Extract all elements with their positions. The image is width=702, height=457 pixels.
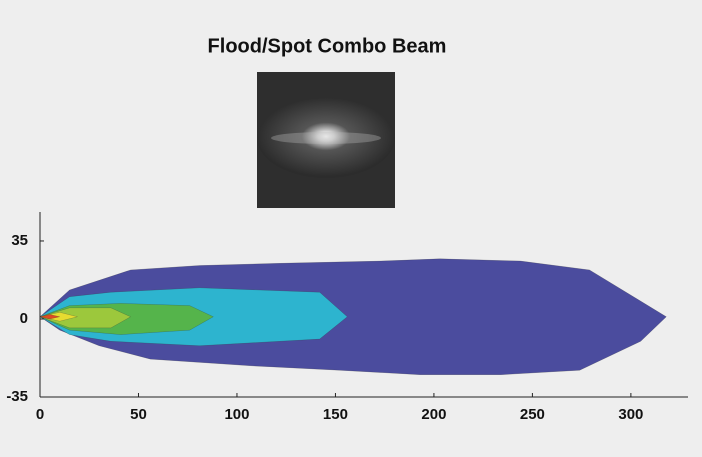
y-tick-label: 35 [11,232,28,249]
x-tick-label: 200 [421,406,446,423]
x-tick-label: 0 [36,406,44,423]
y-tick-label: 0 [20,310,28,327]
contour-region [39,314,60,320]
y-tick-label: -35 [6,388,28,405]
x-tick-label: 50 [130,406,147,423]
beam-photo [257,72,395,208]
x-tick-label: 300 [618,406,643,423]
x-tick-label: 250 [520,406,545,423]
x-tick-label: 100 [224,406,249,423]
x-tick-label: 150 [323,406,348,423]
chart-title: Flood/Spot Combo Beam [208,35,447,57]
